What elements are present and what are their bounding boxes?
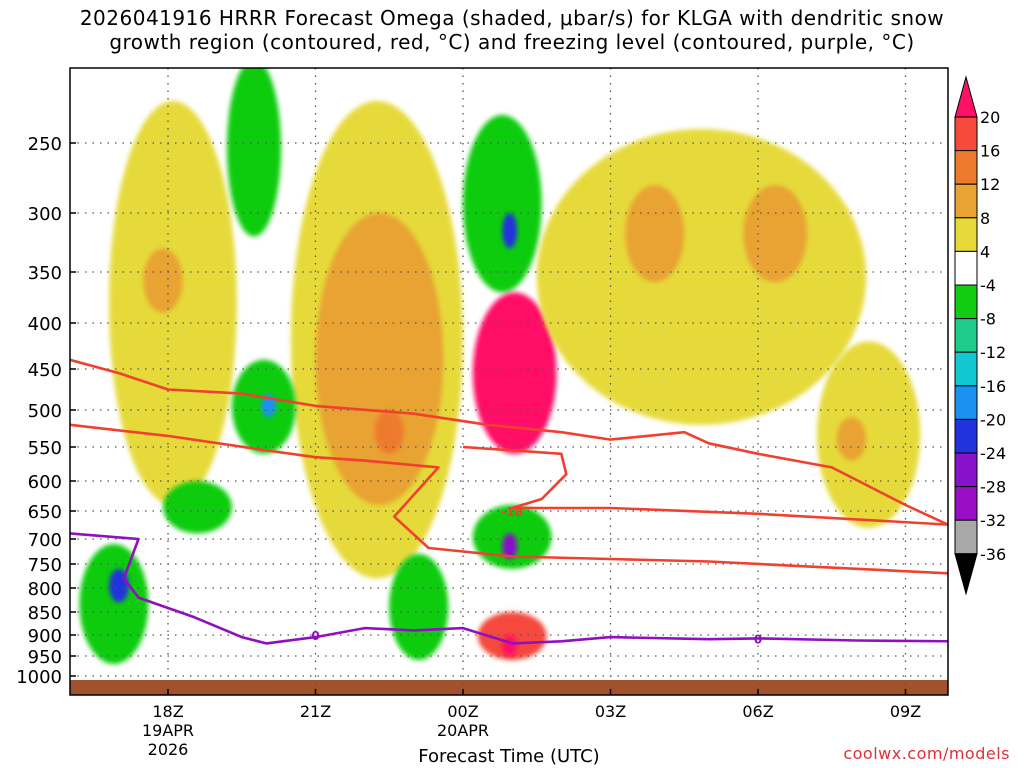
colorbar-label: -20 xyxy=(980,410,1006,429)
omega-feature-low-sinking-mid xyxy=(389,554,449,660)
colorbar-label: -8 xyxy=(980,310,996,329)
colorbar-bin xyxy=(954,150,978,185)
omega-feature-upper-sinking-jet xyxy=(227,68,282,237)
y-tick-label: 1000 xyxy=(16,667,62,688)
colorbar-bin xyxy=(954,284,978,320)
x-tick-label: 18Z xyxy=(152,702,183,721)
colorbar-bin xyxy=(954,183,978,219)
y-tick-label: 400 xyxy=(28,314,62,335)
y-tick-label: 500 xyxy=(28,401,62,422)
y-tick-label: 750 xyxy=(28,555,62,576)
omega-feature-far-right-weak-rising xyxy=(817,341,921,528)
x-tick-label: 06Z xyxy=(742,702,773,721)
omega-feature-right-8-12-a xyxy=(625,185,685,283)
y-tick-label: 800 xyxy=(28,579,62,600)
colorbar-label: -36 xyxy=(980,545,1006,564)
y-tick-label: 350 xyxy=(28,263,62,284)
contour-dgz-upper-boundary xyxy=(70,358,948,527)
colorbar-bin xyxy=(954,452,978,488)
omega-feature-mid-center-sinking-core xyxy=(502,533,518,559)
colorbar-label: -4 xyxy=(980,276,996,295)
x-tick-label: 20APR xyxy=(437,721,489,740)
plot-frame xyxy=(69,67,949,696)
colorbar-bin xyxy=(954,519,978,555)
x-tick-label: 09Z xyxy=(890,702,921,721)
colorbar-top-arrow xyxy=(954,75,978,118)
x-tick-label: 19APR xyxy=(142,721,194,740)
x-tick-label: 03Z xyxy=(595,702,626,721)
colorbar-bin xyxy=(954,217,978,252)
colorbar-label: -12 xyxy=(980,343,1006,362)
omega-feature-upper-center-sinking-core xyxy=(502,213,518,249)
y-tick-label: 650 xyxy=(28,502,62,523)
colorbar-bin xyxy=(954,351,978,387)
omega-feature-far-right-8-12 xyxy=(836,417,867,461)
colorbar-bin xyxy=(954,318,978,353)
colorbar-bottom-arrow xyxy=(954,553,978,596)
x-tick-label: 00Z xyxy=(447,702,478,721)
y-tick-label: 550 xyxy=(28,438,62,459)
omega-feature-central-8-12 xyxy=(315,213,444,505)
colorbar-label: 12 xyxy=(980,175,1000,194)
credit-text: coolwx.com/models xyxy=(843,744,1010,763)
y-tick-label: 250 xyxy=(28,134,62,155)
omega-feature-low-center-rising-core xyxy=(502,635,518,656)
colorbar-label: -24 xyxy=(980,444,1006,463)
chart-title-line-1: 2026041916 HRRR Forecast Omega (shaded, … xyxy=(79,6,945,30)
omega-feature-upper-center-sinking xyxy=(463,115,542,293)
ground-surface xyxy=(70,680,948,695)
omega-feature-low-sinking-left xyxy=(79,544,149,664)
y-tick-label: 600 xyxy=(28,472,62,493)
colorbar-bin xyxy=(954,250,978,286)
omega-feature-mid-sinking-2 xyxy=(163,481,232,534)
colorbar-label: 20 xyxy=(980,108,1000,127)
omega-feature-right-weak-rising xyxy=(536,129,867,425)
colorbar-label: -28 xyxy=(980,478,1006,497)
colorbar-bin xyxy=(954,486,978,521)
colorbar-label: 8 xyxy=(980,209,990,228)
colorbar-bin xyxy=(954,116,978,152)
y-tick-label: 950 xyxy=(28,647,62,668)
contour-freezing-level xyxy=(70,532,948,645)
contour-label: 0 xyxy=(754,632,762,646)
omega-feature-central-12-16 xyxy=(374,410,404,454)
x-tick-label: 21Z xyxy=(300,702,331,721)
y-tick-label: 300 xyxy=(28,204,62,225)
omega-feature-upper-left-8-12 xyxy=(143,248,183,313)
contour-label: -18 xyxy=(501,505,523,519)
omega-feature-right-8-12-b xyxy=(743,185,808,283)
colorbar-label: -16 xyxy=(980,377,1006,396)
y-tick-label: 850 xyxy=(28,603,62,624)
colorbar-label: -32 xyxy=(980,511,1006,530)
x-axis-title: Forecast Time (UTC) xyxy=(418,746,599,767)
colorbar-bin xyxy=(954,418,978,454)
x-tick-label: 2026 xyxy=(148,740,189,759)
colorbar-bin xyxy=(954,385,978,420)
chart-title-line-2: growth region (contoured, red, °C) and f… xyxy=(109,30,915,54)
y-tick-label: 900 xyxy=(28,626,62,647)
y-tick-label: 700 xyxy=(28,530,62,551)
contour-dgz-lower-boundary xyxy=(70,423,948,575)
contour-dgz-inner-boundary xyxy=(462,445,948,526)
contour-label: 0 xyxy=(311,629,319,643)
colorbar-label: 16 xyxy=(980,142,1000,161)
colorbar-label: 4 xyxy=(980,242,990,261)
y-tick-label: 450 xyxy=(28,360,62,381)
omega-feature-strong-rising-core xyxy=(472,292,557,454)
